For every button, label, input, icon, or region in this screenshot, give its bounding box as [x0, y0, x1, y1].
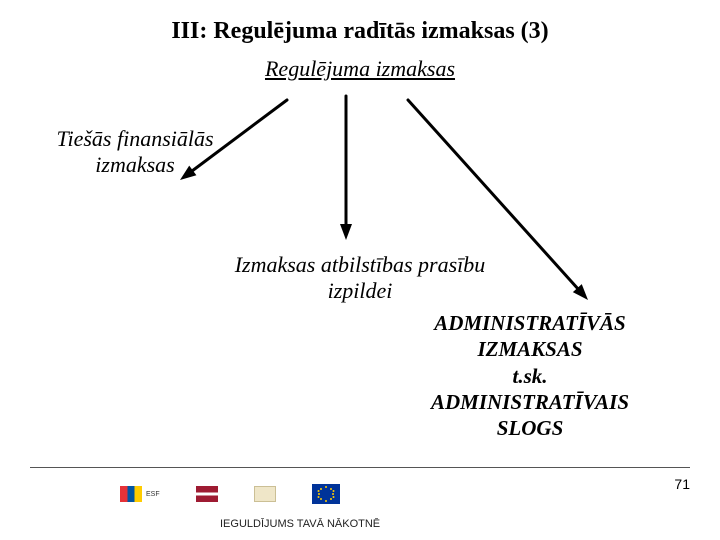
lv-coat-of-arms-logo: [196, 480, 218, 508]
slide-root: III: Regulējuma radītās izmaksas (3) Reg…: [0, 0, 720, 540]
footer-divider: [30, 467, 690, 468]
lv-flag-icon: [196, 486, 218, 502]
sif-logo: [254, 480, 276, 508]
eu-flag-icon: [312, 484, 340, 504]
footer-caption: IEGULDĪJUMS TAVĀ NĀKOTNĒ: [220, 518, 380, 530]
sif-logo-icon: [254, 486, 276, 502]
eu-flag-logo: [312, 480, 340, 508]
footer-logo-row: ESF: [120, 476, 520, 512]
esf-logo-icon: [120, 486, 142, 502]
page-number: 71: [674, 476, 690, 492]
esf-logo-label: ESF: [146, 491, 160, 498]
arrow-diagram: [0, 0, 720, 540]
esf-logo: ESF: [120, 480, 160, 508]
